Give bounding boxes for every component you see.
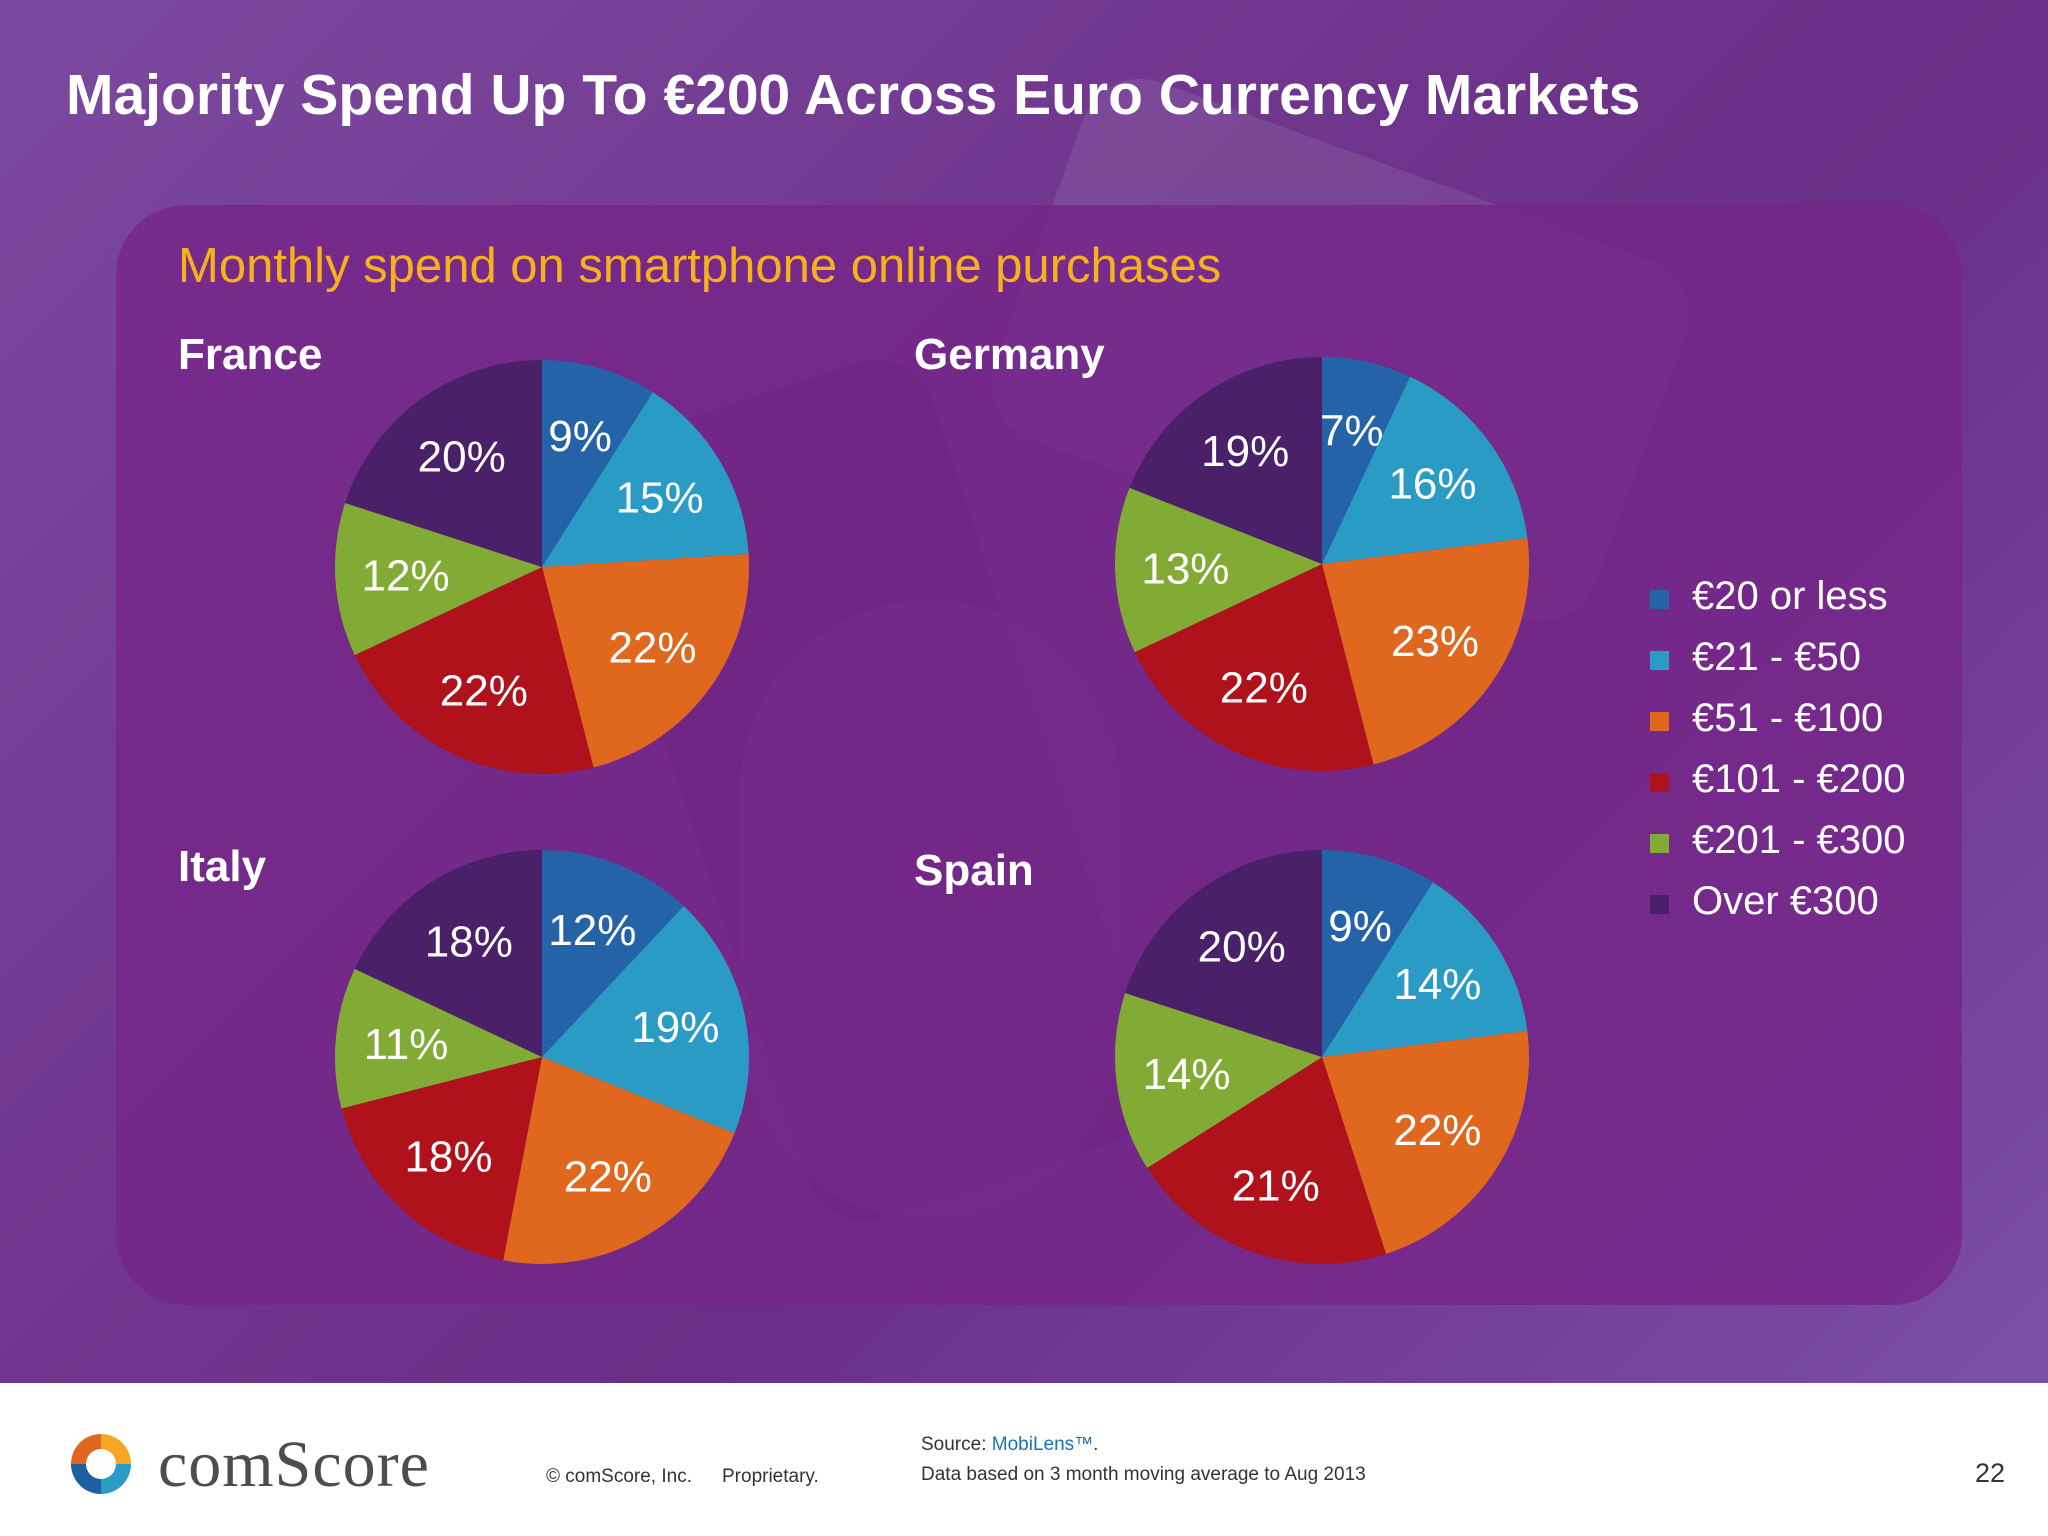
data-note: Data based on 3 month moving average to … xyxy=(921,1464,1366,1485)
pie-slice xyxy=(345,360,542,567)
legend-swatch xyxy=(1650,712,1669,731)
pie-slice xyxy=(1129,356,1322,564)
pie-slice-label: 20% xyxy=(1198,923,1286,972)
pie-slice xyxy=(341,1057,542,1261)
source-prefix: Source: xyxy=(921,1434,992,1455)
pie-slice-label: 19% xyxy=(1201,427,1289,476)
pie-slice-label: 9% xyxy=(1328,902,1392,951)
pie-slice xyxy=(542,850,684,1057)
pie-title-france: France xyxy=(178,330,323,379)
pie-slice xyxy=(542,392,749,567)
pie-slice-label: 7% xyxy=(1320,407,1384,456)
pie-title-germany: Germany xyxy=(914,330,1105,379)
pie-slice-label: 19% xyxy=(631,1003,719,1052)
pie-slice xyxy=(1322,882,1528,1057)
source-suffix: . xyxy=(1093,1434,1099,1455)
pie-slice-label: 11% xyxy=(364,1020,449,1069)
legend-label: €20 or less xyxy=(1692,574,1888,618)
footer xyxy=(0,1383,2048,1536)
legend-label: €101 - €200 xyxy=(1692,757,1906,801)
pie-title-italy: Italy xyxy=(178,842,267,891)
pie-slice xyxy=(1322,538,1530,765)
pie-slice-label: 14% xyxy=(1142,1050,1230,1099)
pie-slice xyxy=(335,968,542,1109)
pie-slice-label: 18% xyxy=(404,1133,492,1182)
legend-swatch xyxy=(1650,834,1669,853)
pie-slice xyxy=(1114,487,1322,653)
pie-slice-label: 23% xyxy=(1391,617,1479,666)
pie-slice xyxy=(1147,1057,1386,1265)
pie-slice xyxy=(334,503,542,656)
pie-slice-label: 22% xyxy=(608,623,696,672)
pie-slice-label: 22% xyxy=(1393,1106,1481,1155)
page-number: 22 xyxy=(1975,1458,2006,1488)
pie-slice xyxy=(1322,376,1528,564)
pie-slice xyxy=(1322,850,1433,1057)
comscore-logo-icon xyxy=(71,1434,131,1494)
legend-label: Over €300 xyxy=(1692,879,1879,923)
pie-italy: 12% 19% 22% 18% 11% 18% xyxy=(335,850,750,1264)
pie-slice xyxy=(1125,850,1322,1057)
pie-slice-label: 22% xyxy=(440,667,528,716)
pie-slice-label: 12% xyxy=(548,906,636,955)
pie-slice xyxy=(503,1057,735,1264)
pie-spain: 9%14%22%21%14%20% xyxy=(1114,850,1530,1265)
pie-slice xyxy=(1114,993,1322,1168)
legend-label: €21 - €50 xyxy=(1692,635,1862,679)
pie-slice-label: 12% xyxy=(362,552,450,601)
proprietary-text: Proprietary. xyxy=(722,1466,819,1487)
source-link[interactable]: MobiLens™ xyxy=(991,1434,1094,1455)
pie-slice xyxy=(542,554,750,768)
pie-slice xyxy=(354,850,542,1057)
pie-slice-label: 9% xyxy=(548,412,612,461)
comscore-logo-wordmark: comScore xyxy=(158,1428,430,1501)
pie-title-spain: Spain xyxy=(914,846,1034,895)
pie-slice xyxy=(354,567,594,775)
legend-swatch xyxy=(1650,895,1669,914)
pie-slice-label: 14% xyxy=(1393,960,1481,1009)
pie-slice-label: 13% xyxy=(1141,544,1229,593)
pie-slice-label: 15% xyxy=(616,474,704,523)
legend-swatch xyxy=(1650,651,1669,670)
pie-slice xyxy=(542,360,653,567)
legend-swatch xyxy=(1650,590,1669,609)
legend-label: €51 - €100 xyxy=(1692,696,1884,740)
pie-slice xyxy=(1322,1031,1530,1254)
pie-slice-label: 20% xyxy=(418,433,506,482)
pie-france: 9%15% 22% 22% 12% 20% xyxy=(334,360,750,775)
pie-slice-label: 18% xyxy=(425,918,513,967)
copyright-text: © comScore, Inc. xyxy=(546,1466,692,1487)
legend-swatch xyxy=(1650,773,1669,792)
pie-charts: 9%15%22%22%12%20%7%16%23%22%13%19%12%19%… xyxy=(334,356,1530,1265)
source-line: Source: MobiLens™. xyxy=(921,1434,1098,1456)
pie-slice-label: 21% xyxy=(1232,1162,1320,1211)
pie-slice xyxy=(542,906,750,1134)
pie-slice xyxy=(1322,357,1411,564)
pie-slice xyxy=(1134,564,1374,772)
pie-slice-label: 16% xyxy=(1388,460,1476,509)
slide-title: Majority Spend Up To €200 Across Euro Cu… xyxy=(66,63,1641,127)
chart-subtitle: Monthly spend on smartphone online purch… xyxy=(178,239,1222,293)
pie-germany: 7%16% 23% 22% 13% 19% xyxy=(1114,356,1530,772)
pie-slice-label: 22% xyxy=(564,1153,652,1202)
pie-slice-label: 22% xyxy=(1220,664,1308,713)
legend-label: €201 - €300 xyxy=(1692,818,1906,862)
